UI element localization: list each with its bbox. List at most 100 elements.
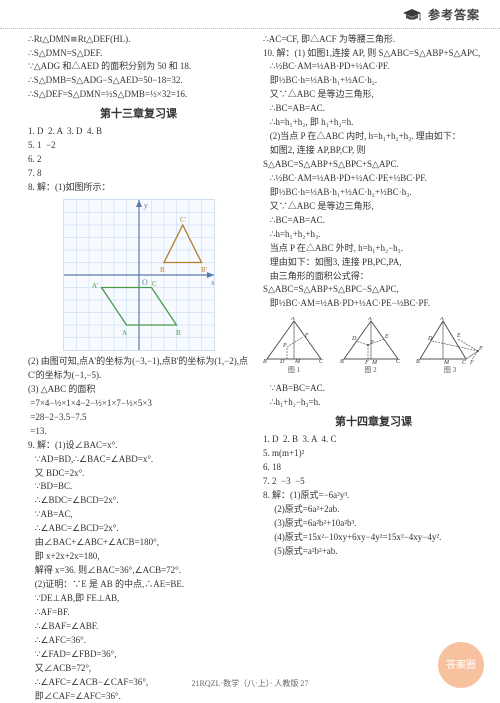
content-columns: ∴Rt△DMN≌Rt△DEF(HL).∴S△DMN=S△DEF.∵△ADG 和△…	[0, 29, 500, 703]
text-line: ∴S△DEF=S△DMN=½S△DMB=½×32=16.	[28, 88, 249, 102]
text-line: ∵AB=AC,	[28, 508, 249, 522]
text-line: (2)原式=6a²+2ab.	[263, 503, 484, 517]
svg-text:O: O	[142, 278, 148, 287]
svg-text:E: E	[384, 334, 389, 340]
chapter13-title: 第十三章复习课	[28, 106, 249, 123]
text-line: 1. D 2. A 3. D 4. B	[28, 125, 249, 139]
text-line: 6. 2	[28, 153, 249, 167]
text-line: 理由如下：如图3, 连接 PB,PC,PA,	[263, 256, 484, 270]
text-line: 10. 解：(1) 如图1,连接 AP, 则 S△ABC=S△ABP+S△APC…	[263, 47, 484, 61]
page-header: 参考答案	[0, 0, 500, 29]
text-line: ∵∠FAD=∠FBD=36°,	[28, 648, 249, 662]
text-line: ∴BC=AB=AC.	[263, 102, 484, 116]
text-line: (2)当点 P 在△ABC 内时, h=h₁+h₂+h₃. 理由如下：	[263, 130, 484, 144]
svg-text:B: B	[160, 266, 165, 274]
text-line: =28−2−3.5−7.5	[28, 411, 249, 425]
svg-text:B: B	[340, 359, 344, 365]
text-line: ∵DE⊥AB,即 FE⊥AB,	[28, 592, 249, 606]
text-line: 由三角形的面积公式得：S△ABC=S△ABP+S△BPC−S△APC,	[263, 270, 484, 298]
text-line: 即 x+2x+2x=180,	[28, 550, 249, 564]
text-line: 即½BC·AM=½AB·PD+½AC·PE−½BC·PF.	[263, 297, 484, 311]
text-line: 又∵△ABC 是等边三角形,	[263, 200, 484, 214]
text-line: (3) △ABC 的面积	[28, 383, 249, 397]
text-line: (3)原式=6a²b²+10a²b³.	[263, 517, 484, 531]
coordinate-grid-chart: x y O B B' C' A' A B C	[63, 199, 215, 351]
chapter13-answers: 1. D 2. A 3. D 4. B5. 1 −26. 27. 88. 解：(…	[28, 125, 249, 195]
svg-text:D: D	[279, 359, 285, 365]
text-line: ∴BC=AB=AC.	[263, 214, 484, 228]
chapter14-title: 第十四章复习课	[263, 414, 484, 431]
svg-text:x: x	[210, 278, 214, 287]
left-intro-block: ∴Rt△DMN≌Rt△DEF(HL).∴S△DMN=S△DEF.∵△ADG 和△…	[28, 33, 249, 103]
text-line: 解得 x=36. 则∠BAC=36°,∠ACB=72°.	[28, 564, 249, 578]
svg-text:D: D	[351, 336, 357, 342]
text-line: ∴∠BDC=∠BCD=2x°.	[28, 494, 249, 508]
triangle-diagrams: A B C P M D F 图 1 A	[263, 317, 484, 376]
text-line: 即½BC·h=½AB·h₁+½AC·h₂+½BC·h₃.	[263, 186, 484, 200]
svg-text:B': B'	[201, 266, 207, 274]
svg-text:F: F	[304, 333, 309, 339]
text-line: (5)原式=a²b²+ab.	[263, 545, 484, 559]
text-line: 9. 解：(1)设∠BAC=x°.	[28, 439, 249, 453]
text-line: ∴∠ABC=∠BCD=2x°.	[28, 522, 249, 536]
triangle-caption-1: 图 1	[263, 365, 325, 376]
text-line: 1. D 2. B 3. A 4. C	[263, 433, 484, 447]
text-line: 又∵△ABC 是等边三角形,	[263, 88, 484, 102]
header-title: 参考答案	[428, 6, 480, 25]
triangle-diagram-1: A B C P M D F 图 1	[263, 317, 325, 376]
svg-text:A: A	[290, 317, 295, 322]
text-line: 5. m(m+1)²	[263, 447, 484, 461]
svg-text:A: A	[367, 317, 372, 322]
text-line: 即½BC·h=½AB·h₁+½AC·h₂.	[263, 74, 484, 88]
svg-text:P: P	[478, 346, 483, 352]
text-line: 7. 2 −3 −5	[263, 475, 484, 489]
text-line: ∵AB=BC=AC.	[263, 382, 484, 396]
text-line: ∴∠AFC=36°.	[28, 634, 249, 648]
text-line: 由∠BAC+∠ABC+∠ACB=180°,	[28, 536, 249, 550]
text-line: ∴½BC·AM=½AB·PD+½AC·PE+½BC·PF.	[263, 172, 484, 186]
text-line: =13.	[28, 425, 249, 439]
page-footer: 21RQZL·数学（八·上）· 人教版 27	[0, 678, 500, 690]
text-line: (2) 由图可知,点A'的坐标为(−3,−1),点B'的坐标为(1,−2),点C…	[28, 355, 249, 383]
text-line: 8. 解：(1)如图所示：	[28, 181, 249, 195]
text-line: ∴½BC·AM=½AB·PD+½AC·PF.	[263, 60, 484, 74]
text-line: 5. 1 −2	[28, 139, 249, 153]
text-line: ∴h=h₁+h₂, 即 h₁+h₂=h.	[263, 116, 484, 130]
text-line: 又∠ACB=72°,	[28, 662, 249, 676]
svg-text:B: B	[263, 359, 267, 365]
text-line: 又 BDC=2x°.	[28, 467, 249, 481]
text-line: ∴AF=BF.	[28, 606, 249, 620]
left-column: ∴Rt△DMN≌Rt△DEF(HL).∴S△DMN=S△DEF.∵△ADG 和△…	[28, 33, 249, 703]
svg-text:F: F	[469, 360, 474, 365]
watermark-stamp: 答案圈	[438, 642, 484, 688]
triangle-diagram-3: A B C P D E M F 图 3	[416, 317, 484, 376]
triangle-diagram-2: A B C P D E F M 图 2	[340, 317, 402, 376]
text-line: 6. 18	[263, 461, 484, 475]
text-line: =7×4−½×1×4−2−½×1×7−½×5×3	[28, 397, 249, 411]
text-line: ∴h=h₁+h₂+h₃.	[263, 228, 484, 242]
text-line: ∴AC=CF, 即△ACF 为等腰三角形.	[263, 33, 484, 47]
text-line: ∴h₁+h₂−h₃=h.	[263, 396, 484, 410]
text-line: 当点 P 在△ABC 外时, h=h₁+h₂−h₃.	[263, 242, 484, 256]
text-line: 8. 解：(1)原式=−6a²y³.	[263, 489, 484, 503]
right-column: ∴AC=CF, 即△ACF 为等腰三角形.10. 解：(1) 如图1,连接 AP…	[263, 33, 484, 703]
svg-text:A': A'	[92, 282, 98, 290]
svg-text:B: B	[176, 329, 181, 337]
right-after-tri: ∵AB=BC=AC. ∴h₁+h₂−h₃=h.	[263, 382, 484, 410]
right-block: ∴AC=CF, 即△ACF 为等腰三角形.10. 解：(1) 如图1,连接 AP…	[263, 33, 484, 312]
text-line: ∴S△DMN=S△DEF.	[28, 47, 249, 61]
text-line: ∴∠BAF=∠ABF.	[28, 620, 249, 634]
svg-text:E: E	[456, 333, 461, 339]
svg-text:C: C	[152, 280, 157, 288]
svg-text:B: B	[416, 359, 420, 365]
svg-text:C': C'	[180, 216, 186, 224]
svg-text:P: P	[369, 340, 374, 346]
chapter14-answers: 1. D 2. B 3. A 4. C5. m(m+1)²6. 187. 2 −…	[263, 433, 484, 558]
text-line: ∵AD=BD,∴∠BAC=∠ABD=x°.	[28, 453, 249, 467]
svg-text:D: D	[427, 336, 433, 342]
triangle-caption-3: 图 3	[416, 365, 484, 376]
text-line: 如图2, 连接 AP,BP,CP, 则 S△ABC=S△ABP+S△BPC+S△…	[263, 144, 484, 172]
left-after-chart: (2) 由图可知,点A'的坐标为(−3,−1),点B'的坐标为(1,−2),点C…	[28, 355, 249, 703]
graduation-cap-icon	[402, 8, 422, 22]
triangle-caption-2: 图 2	[340, 365, 402, 376]
